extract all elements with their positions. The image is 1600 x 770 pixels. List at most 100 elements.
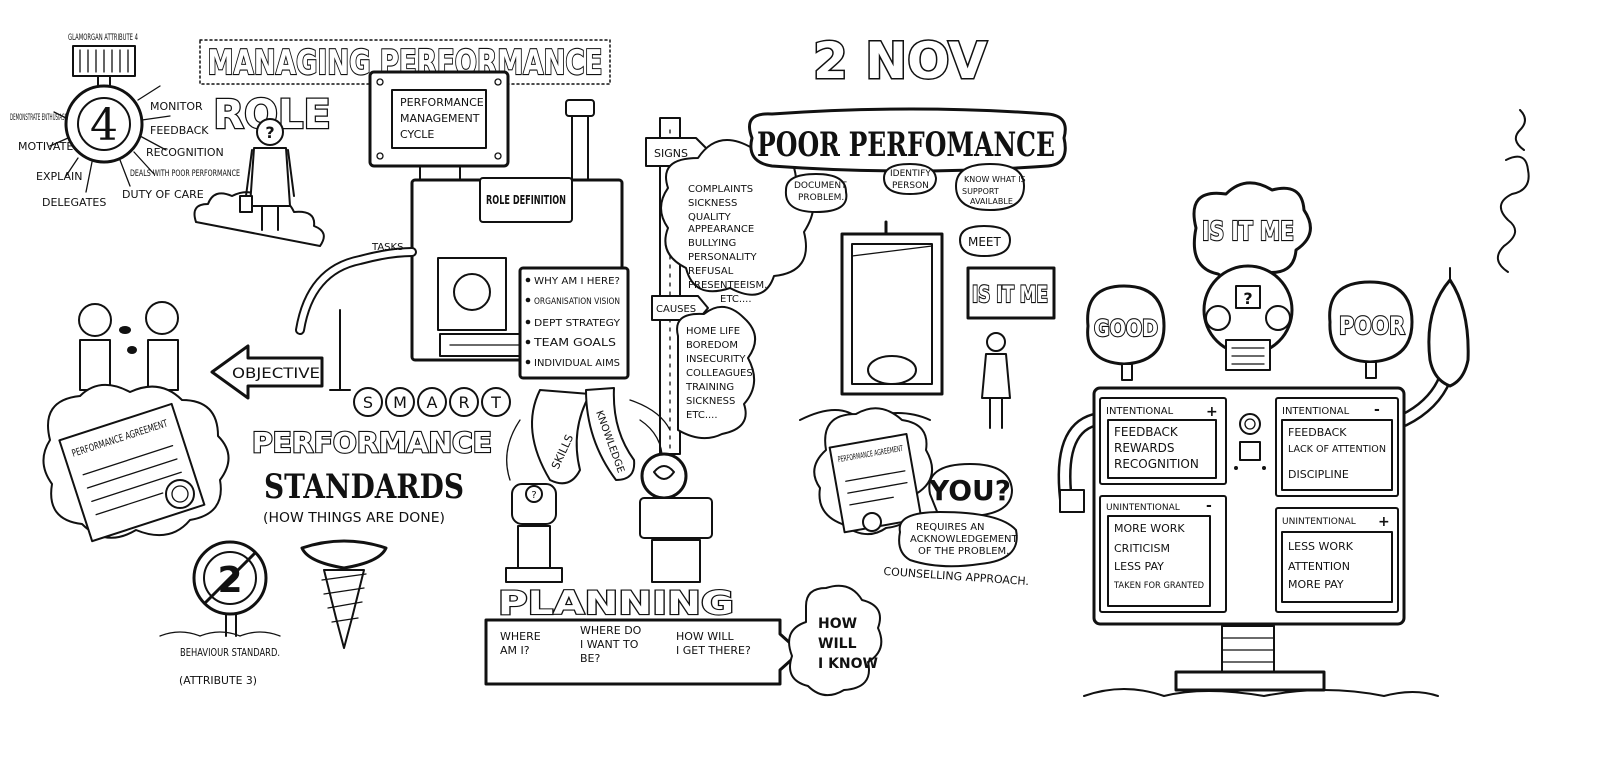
behaviour-standard-sign: 2 BEHAVIOUR STANDARD. (ATTRIBUTE 3) [159,540,281,687]
step-support: KNOW WHAT IS [964,175,1026,184]
panel-2-item-0: MORE WORK [1114,522,1185,535]
performance-agreement-left: PERFORMANCE AGREEMENT [42,384,230,543]
panel-1-item-1: LACK OF ATTENTION [1288,444,1386,455]
cycle-label-3: CYCLE [400,128,434,141]
small-robot-right-icon [639,452,713,583]
performance-standards: PERFORMANCE STANDARDS (HOW THINGS ARE DO… [251,425,493,526]
smart-a: A [427,393,438,412]
panel-1-item-2: DISCIPLINE [1288,468,1349,481]
planning-q1: WHERE DO [580,624,642,637]
planning-q1b: I WANT TO [580,638,639,651]
smart-r: R [458,393,469,412]
man-icon [981,332,1011,429]
how-know-2: WILL [818,636,857,652]
panel-1-item-0: FEEDBACK [1288,426,1347,439]
step-support-c: AVAILABLE [970,197,1013,206]
smart-t: T [490,393,501,412]
good-label: GOOD [1094,317,1158,342]
planning-section: PLANNING WHERE AM I? WHERE DO I WANT TO … [484,583,883,697]
duty-feedback: FEEDBACK [150,124,209,137]
cause-2: INSECURITY [686,354,746,365]
poor-performance-section: POOR PERFOMANCE DOCUMENT PROBLEM. IDENTI… [748,107,1067,588]
counselling-label: COUNSELLING APPROACH. [883,565,1029,588]
is-it-me-small: IS IT ME [972,283,1048,308]
step-identify-b: PERSON [892,181,929,191]
why-item-4: INDIVIDUAL AIMS [534,358,620,369]
role-person-icon: ? [239,118,295,231]
how-know-1: HOW [818,616,857,632]
planning-title: PLANNING [498,584,734,622]
why-box: WHY AM I HERE? ORGANISATION VISION DEPT … [518,266,630,380]
sign-7: PRESENTEEISM. [688,280,767,291]
planning-q2: HOW WILL [676,630,735,643]
requires-3: OF THE PROBLEM. [918,546,1009,557]
poor-label: POOR [1339,312,1405,340]
attribute-medal: GLAMORGAN ATTRIBUTE 4 4 DEMONSTRATE ENTH… [10,33,240,209]
panel-2-item-1: CRITICISM [1114,542,1170,555]
signs-causes-post: SIGNS COMPLAINTS SICKNESS QUALITY APPEAR… [645,117,815,455]
svg-text:?: ? [531,490,536,501]
why-item-0: WHY AM I HERE? [534,276,620,287]
panel-3-item-2: MORE PAY [1288,578,1344,591]
poor-performance-title: POOR PERFOMANCE [757,125,1055,165]
sign-0: COMPLAINTS [688,184,753,195]
duty-motivate: MOTIVATE [18,140,73,153]
medal-ribbon-label: GLAMORGAN ATTRIBUTE 4 [68,33,138,43]
guillotine-icon [799,220,944,421]
signs-label: SIGNS [654,147,688,160]
robot-face-question: ? [1243,289,1252,308]
behaviour-attribute: (ATTRIBUTE 3) [179,674,257,687]
duty-recognition: RECOGNITION [146,146,224,159]
smart-circles: S M A R T [353,387,511,417]
step-support-b: SUPPORT [962,187,999,196]
cycle-label-1: PERFORMANCE [400,96,484,109]
medal-number: 4 [90,100,118,151]
cycle-label-2: MANAGEMENT [400,112,480,125]
panel-3-heading: UNINTENTIONAL [1282,517,1356,527]
causes-label: CAUSES [656,304,696,315]
behaviour-sign-number: 2 [217,560,242,601]
planning-q0b: AM I? [500,644,530,657]
main-title: MANAGING PERFORMANCE [199,39,611,85]
objective-label: OBJECTIVE [232,366,320,382]
step-identify: IDENTIFY [890,169,931,179]
sign-6: REFUSAL [688,266,734,277]
screw-icon [300,539,388,649]
requires-1: REQUIRES AN [916,522,985,533]
duty-monitor: MONITOR [150,100,203,113]
performance-cycle-sign: PERFORMANCE MANAGEMENT CYCLE [368,70,510,187]
panel-3-mark: + [1378,514,1390,530]
sign-8: ETC.... [720,294,752,305]
cause-6: ETC.... [686,410,718,421]
requires-2: ACKNOWLEDGEMENT [910,534,1019,545]
role-definition-label: ROLE DEFINITION [486,193,566,207]
cause-4: TRAINING [685,382,734,393]
smart-m: M [393,393,407,412]
why-item-3: TEAM GOALS [533,336,616,349]
panel-0-item-1: REWARDS [1114,441,1175,455]
why-item-1: ORGANISATION VISION [534,297,620,307]
planning-q2b: I GET THERE? [676,644,751,657]
sign-3: APPEARANCE [688,224,754,235]
main-title-text: MANAGING PERFORMANCE [208,43,603,83]
sign-2: QUALITY [688,212,732,223]
panel-1-mark: - [1374,402,1380,418]
planning-q0: WHERE [500,630,541,643]
standards-label: STANDARDS [264,467,464,507]
role-section: ROLE ? [193,91,332,247]
duty-explain: EXPLAIN [36,170,83,183]
panel-2-item-3: TAKEN FOR GRANTED [1113,581,1204,591]
standards-performance-label: PERFORMANCE [252,426,492,459]
panel-0-heading: INTENTIONAL [1106,406,1174,417]
date-title: 2 NOV [813,32,987,90]
cause-1: BOREDOM [686,340,738,351]
panel-3-item-0: LESS WORK [1288,540,1354,553]
panel-0-item-0: FEEDBACK [1114,425,1179,439]
small-robot-left-icon: ? [505,483,563,583]
cause-3: COLLEAGUES [686,368,753,379]
why-item-2: DEPT STRATEGY [534,318,621,329]
cause-0: HOME LIFE [686,326,740,337]
duty-care: DUTY OF CARE [122,188,204,201]
you-label: YOU? [928,474,1011,507]
panel-0-item-2: RECOGNITION [1114,457,1199,471]
